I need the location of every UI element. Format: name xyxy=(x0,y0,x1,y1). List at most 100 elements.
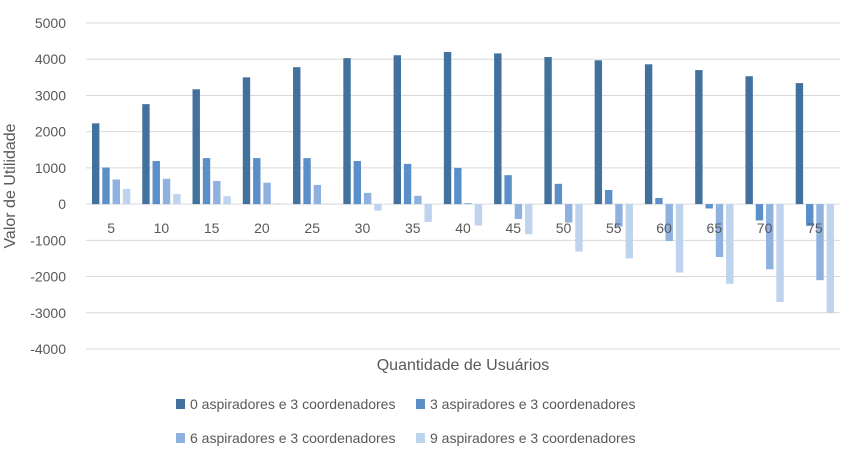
legend-item: 9 aspiradores e 3 coordenadores xyxy=(416,430,635,446)
y-tick-label: -1000 xyxy=(30,232,66,248)
bar xyxy=(655,197,663,205)
bar xyxy=(393,55,401,205)
bar xyxy=(102,167,110,205)
x-tick-label: 25 xyxy=(304,220,320,236)
y-tick-label: 0 xyxy=(58,196,66,212)
bar xyxy=(192,89,200,205)
legend-item: 3 aspiradores e 3 coordenadores xyxy=(416,396,635,412)
legend-swatch xyxy=(416,433,425,443)
bar xyxy=(644,64,653,205)
bar xyxy=(414,195,422,205)
bar xyxy=(112,179,120,205)
bar xyxy=(766,204,774,270)
bar xyxy=(504,175,512,205)
bar xyxy=(454,167,462,205)
bar xyxy=(806,204,814,226)
bars xyxy=(91,51,835,313)
bar xyxy=(564,204,573,223)
bar xyxy=(615,204,623,227)
x-tick-label: 45 xyxy=(505,220,521,236)
x-tick-label: 40 xyxy=(455,220,471,236)
x-tick-label: 20 xyxy=(254,220,270,236)
legend-label: 6 aspiradores e 3 coordenadores xyxy=(190,430,395,446)
bar xyxy=(494,53,502,205)
bar xyxy=(323,204,332,205)
legend: 0 aspiradores e 3 coordenadores 3 aspirad… xyxy=(176,396,635,446)
x-tick-label: 5 xyxy=(107,220,115,236)
bar xyxy=(745,76,753,205)
bar xyxy=(726,204,734,284)
bar xyxy=(554,183,563,205)
legend-swatch xyxy=(176,433,185,443)
legend-item: 0 aspiradores e 3 coordenadores xyxy=(176,396,395,412)
y-tick-label: -2000 xyxy=(30,269,66,285)
y-axis-title: Valor de Utilidade xyxy=(2,123,19,248)
bar xyxy=(424,204,432,222)
legend-swatch xyxy=(416,399,425,409)
gridlines xyxy=(86,22,840,350)
bar xyxy=(91,123,100,205)
y-tick-label: 3000 xyxy=(35,87,66,103)
bar xyxy=(313,184,322,205)
bar xyxy=(594,60,603,205)
y-axis-ticks: 5000 4000 3000 2000 1000 0 -1000 -2000 -3000 -400… xyxy=(30,15,66,357)
bar xyxy=(343,58,351,205)
x-tick-label: 15 xyxy=(204,220,220,236)
bar xyxy=(544,57,552,205)
bar xyxy=(675,204,684,273)
x-tick-label: 50 xyxy=(556,220,572,236)
x-tick-label: 10 xyxy=(154,220,170,236)
bar xyxy=(213,180,221,205)
x-tick-label: 75 xyxy=(807,220,823,236)
bar xyxy=(242,77,251,205)
bar xyxy=(795,83,804,205)
bar xyxy=(776,204,784,302)
bar xyxy=(403,163,412,205)
x-tick-label: 30 xyxy=(355,220,371,236)
bar xyxy=(223,196,231,205)
bar xyxy=(142,104,150,205)
y-tick-label: -3000 xyxy=(30,305,66,321)
bar xyxy=(162,178,171,205)
bar xyxy=(363,192,372,205)
y-tick-label: 2000 xyxy=(35,124,66,140)
bar xyxy=(374,204,382,211)
bar xyxy=(575,204,583,252)
bar xyxy=(173,193,181,205)
legend-swatch xyxy=(176,399,185,409)
bar xyxy=(202,158,211,205)
bar xyxy=(273,203,282,205)
bar xyxy=(122,188,131,205)
bar xyxy=(665,204,673,242)
bar xyxy=(816,204,824,281)
legend-item: 6 aspiradores e 3 coordenadores xyxy=(176,430,395,446)
bar xyxy=(253,158,261,205)
bar xyxy=(755,204,764,221)
bar xyxy=(525,204,533,235)
bar xyxy=(695,70,703,205)
x-tick-label: 35 xyxy=(405,220,421,236)
bar xyxy=(303,158,311,205)
y-tick-label: 4000 xyxy=(35,51,66,67)
x-axis-ticks: 5 10 15 20 25 30 35 40 45 50 55 60 65 70 75 xyxy=(107,220,823,236)
bar xyxy=(705,204,713,209)
bar xyxy=(353,161,362,205)
y-tick-label: 5000 xyxy=(35,15,66,31)
x-tick-label: 55 xyxy=(606,220,622,236)
bar xyxy=(604,189,613,205)
bar xyxy=(443,51,452,205)
bar xyxy=(625,204,633,259)
legend-label: 0 aspiradores e 3 coordenadores xyxy=(190,396,395,412)
y-tick-label: 1000 xyxy=(35,160,66,176)
bar xyxy=(293,67,301,205)
x-tick-label: 65 xyxy=(707,220,723,236)
bar xyxy=(474,204,483,226)
bar xyxy=(514,204,523,219)
y-tick-label: -4000 xyxy=(30,341,66,357)
bar xyxy=(715,204,724,257)
bar xyxy=(464,203,472,205)
x-tick-label: 70 xyxy=(757,220,773,236)
x-tick-label: 60 xyxy=(656,220,672,236)
x-axis-title: Quantidade de Usuários xyxy=(377,357,550,374)
